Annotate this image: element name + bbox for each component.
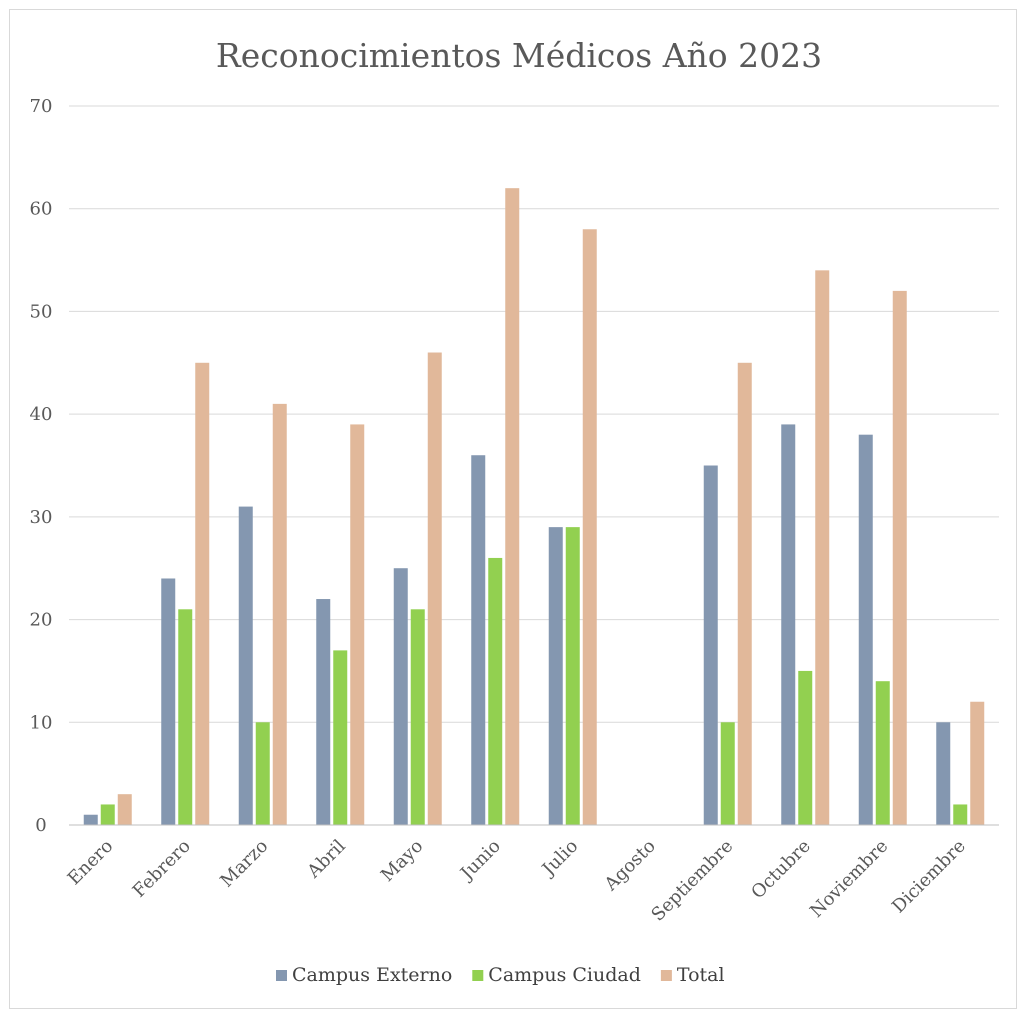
x-tick-label-diciembre: Diciembre <box>888 836 970 918</box>
x-tick-label-marzo: Marzo <box>216 836 272 892</box>
bar-total-marzo <box>272 403 287 825</box>
bar-total-febrero <box>195 362 210 825</box>
chart-container: Reconocimientos Médicos Año 2023 0 10 20 30… <box>9 9 1017 1009</box>
bar-campus-ciudad-noviembre <box>875 681 890 825</box>
bar-campus-externo-julio <box>548 527 563 825</box>
bar-campus-ciudad-julio <box>565 527 580 825</box>
bar-campus-externo-septiembre <box>703 465 718 825</box>
bar-chart: Reconocimientos Médicos Año 2023 0 10 20 30… <box>30 36 999 986</box>
bar-campus-ciudad-abril <box>333 650 348 825</box>
bar-campus-ciudad-enero <box>100 804 115 825</box>
x-tick-label-enero: Enero <box>64 836 118 890</box>
bar-campus-externo-diciembre <box>936 722 951 825</box>
gridlines <box>69 105 999 723</box>
x-tick-label-julio: Julio <box>537 836 582 881</box>
bar-campus-externo-enero <box>83 814 98 825</box>
legend-swatch <box>660 970 672 981</box>
legend: Campus Externo Campus Ciudad Total <box>276 964 725 986</box>
bar-campus-externo-noviembre <box>858 434 873 825</box>
y-tick-label: 0 <box>35 815 46 836</box>
x-tick-label-febrero: Febrero <box>129 836 195 902</box>
x-tick-label-octubre: Octubre <box>747 836 814 903</box>
bar-campus-externo-mayo <box>393 568 408 825</box>
y-tick-label: 60 <box>30 199 53 220</box>
legend-swatch <box>276 970 287 981</box>
bar-campus-ciudad-marzo <box>255 722 270 825</box>
x-tick-label-septiembre: Septiembre <box>647 836 737 926</box>
bar-campus-ciudad-febrero <box>178 609 193 825</box>
y-tick-label: 50 <box>30 301 53 322</box>
x-tick-label-agosto: Agosto <box>600 836 660 896</box>
legend-item-total: Total <box>660 964 725 986</box>
y-tick-label: 70 <box>30 96 53 117</box>
bar-total-enero <box>117 794 132 825</box>
bar-total-septiembre <box>737 362 752 825</box>
bar-campus-externo-marzo <box>238 506 253 825</box>
bar-campus-externo-febrero <box>161 578 176 825</box>
x-tick-label-noviembre: Noviembre <box>806 836 892 922</box>
bar-campus-externo-octubre <box>781 424 796 825</box>
chart-title: Reconocimientos Médicos Año 2023 <box>216 36 822 75</box>
legend-item-campus-ciudad: Campus Ciudad <box>472 964 641 986</box>
x-axis-ticks: Enero Febrero Marzo Abril Mayo Junio Julio Agos… <box>64 836 970 926</box>
bar-total-octubre <box>815 270 830 825</box>
legend-label: Total <box>677 964 725 986</box>
legend-item-campus-externo: Campus Externo <box>276 964 452 986</box>
bar-total-diciembre <box>970 701 985 825</box>
bar-total-abril <box>350 424 365 825</box>
y-tick-label: 10 <box>30 712 53 733</box>
y-tick-label: 20 <box>30 610 53 631</box>
legend-swatch <box>472 970 484 981</box>
bar-total-mayo <box>427 352 442 825</box>
bar-campus-externo-junio <box>471 455 486 825</box>
bar-campus-ciudad-mayo <box>410 609 425 825</box>
bars <box>83 188 985 825</box>
bar-campus-ciudad-diciembre <box>953 804 968 825</box>
x-tick-label-mayo: Mayo <box>377 836 427 886</box>
bar-campus-ciudad-octubre <box>798 670 813 825</box>
bar-campus-ciudad-septiembre <box>720 722 735 825</box>
bar-campus-ciudad-junio <box>488 557 503 825</box>
legend-label: Campus Ciudad <box>488 964 641 986</box>
bar-total-junio <box>505 188 520 825</box>
bar-campus-externo-abril <box>316 599 331 825</box>
y-tick-label: 30 <box>30 507 53 528</box>
y-axis-ticks: 0 10 20 30 40 50 60 70 <box>30 96 53 836</box>
bar-total-julio <box>582 229 597 825</box>
x-tick-label-junio: Junio <box>455 836 504 885</box>
legend-label: Campus Externo <box>292 964 452 986</box>
x-tick-label-abril: Abril <box>303 836 350 883</box>
y-tick-label: 40 <box>30 404 53 425</box>
bar-total-noviembre <box>892 290 907 825</box>
